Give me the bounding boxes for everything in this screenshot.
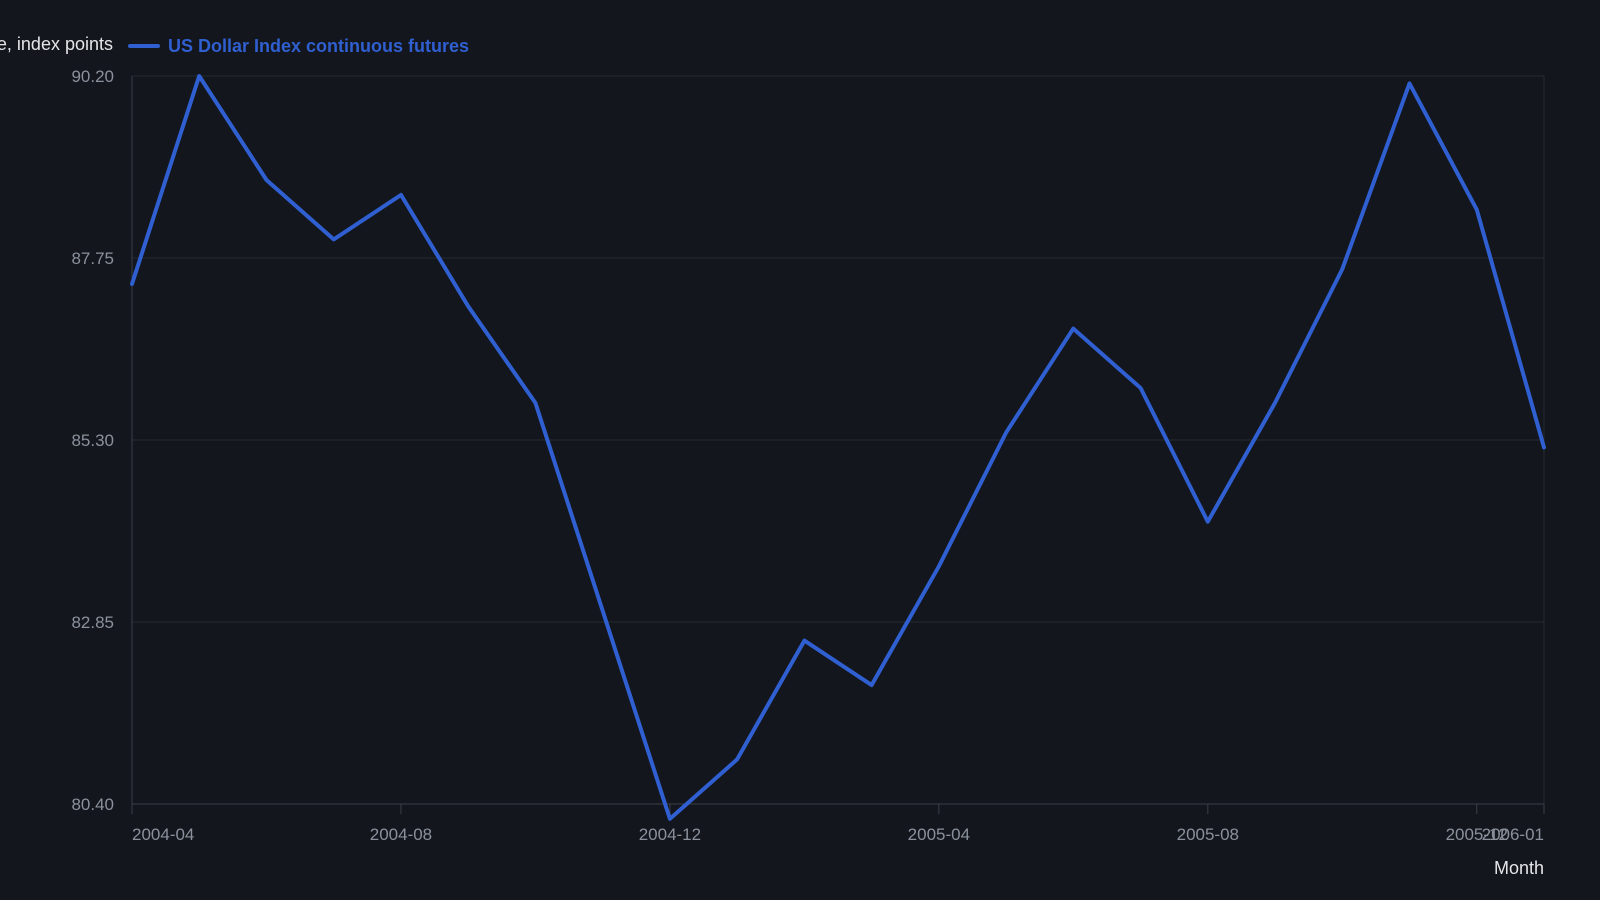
y-tick-label: 82.85 xyxy=(71,613,114,632)
data-point xyxy=(130,282,134,286)
data-point xyxy=(870,683,874,687)
data-point xyxy=(937,564,941,568)
data-point xyxy=(197,74,201,78)
series-line xyxy=(130,74,1546,821)
data-point xyxy=(802,639,806,643)
data-point xyxy=(264,178,268,182)
data-point xyxy=(1206,520,1210,524)
data-point xyxy=(1139,386,1143,390)
data-point xyxy=(1340,267,1344,271)
y-tick-label: 90.20 xyxy=(71,67,114,86)
x-axis-title: Month xyxy=(1494,858,1544,878)
x-tick-label: 2006-01 xyxy=(1482,825,1544,844)
grid-lines xyxy=(132,75,1545,804)
x-tick-label: 2004-12 xyxy=(639,825,701,844)
x-tick-label: 2005-08 xyxy=(1177,825,1239,844)
y-tick-label: 80.40 xyxy=(71,795,114,814)
x-tick-label: 2005-12 xyxy=(1446,825,1508,844)
y-axis-title: Value, index points xyxy=(0,34,113,54)
axes: 80.40 82.85 85.30 87.75 90.20 2004-04 2004-08 2… xyxy=(71,67,1545,844)
data-point xyxy=(1273,401,1277,405)
data-point xyxy=(1542,445,1546,449)
data-point xyxy=(466,304,470,308)
x-tick-label: 2004-04 xyxy=(132,825,194,844)
data-point xyxy=(533,401,537,405)
data-point xyxy=(332,237,336,241)
data-point xyxy=(601,609,605,613)
x-tick-label: 2005-04 xyxy=(908,825,970,844)
data-point xyxy=(735,757,739,761)
y-tick-label: 87.75 xyxy=(71,249,114,268)
legend-label: US Dollar Index continuous futures xyxy=(168,36,469,56)
y-tick-label: 85.30 xyxy=(71,431,114,450)
data-point xyxy=(668,817,672,821)
series-lines xyxy=(130,74,1546,821)
data-point xyxy=(1004,431,1008,435)
data-point xyxy=(1475,208,1479,212)
data-point xyxy=(1071,327,1075,331)
legend: US Dollar Index continuous futures xyxy=(128,36,469,56)
data-point xyxy=(399,193,403,197)
data-point xyxy=(1408,81,1412,85)
x-tick-label: 2004-08 xyxy=(370,825,432,844)
